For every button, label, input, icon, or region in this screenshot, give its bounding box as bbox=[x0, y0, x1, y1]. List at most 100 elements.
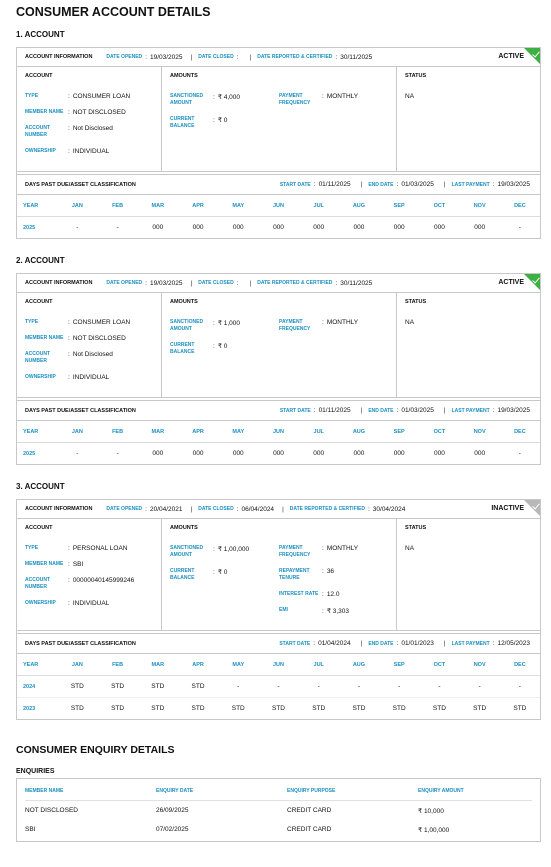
month-header: YEAR JAN FEB MAR APR MAY JUN JUL AUG SEP OCT NOV DEC bbox=[17, 195, 540, 217]
field-label: OWNERSHIP bbox=[25, 374, 56, 380]
dpd-cell: 000 bbox=[152, 450, 164, 457]
month-label: MAR bbox=[151, 428, 165, 435]
header-cell: ENQUIRY DATE bbox=[156, 787, 194, 794]
account-column: ACCOUNT TYPE CONSUMER LOAN MEMBER NAMENOT D… bbox=[17, 293, 162, 397]
dpd-item: END DATE01/03/2025 bbox=[361, 181, 434, 188]
info-row: ACCOUNT INFORMATION DATE OPENED20/04/2021… bbox=[17, 500, 540, 519]
field-value: MONTHLY bbox=[319, 319, 388, 326]
field-value: CONSUMER LOAN bbox=[65, 93, 153, 100]
amounts: SANCTIONED AMOUNT ₹ 1,000 CURRENT BALANCE ₹… bbox=[170, 319, 388, 365]
info-value: 06/04/2024 bbox=[234, 506, 275, 513]
field: EMI ₹ 3,303 bbox=[279, 607, 388, 615]
field-label: SANCTIONED AMOUNT bbox=[170, 93, 204, 106]
field-label: ACCOUNT NUMBER bbox=[25, 125, 50, 138]
field: PAYMENT FREQUENCY MONTHLY bbox=[279, 545, 388, 559]
field: SANCTIONED AMOUNT ₹ 4,000 bbox=[170, 93, 279, 107]
dpd-value: 12/05/2023 bbox=[490, 640, 530, 647]
info-label: DATE OPENED bbox=[106, 506, 143, 512]
info-label: DATE OPENED bbox=[106, 54, 143, 60]
dpd-item: LAST PAYMENT19/03/2025 bbox=[444, 407, 530, 414]
dpd-item: START DATE01/04/2024 bbox=[279, 640, 350, 647]
field-label: PAYMENT FREQUENCY bbox=[279, 319, 311, 332]
dpd-label: LAST PAYMENT bbox=[451, 640, 490, 647]
field: CURRENT BALANCE ₹ 0 bbox=[170, 342, 279, 356]
field: ACCOUNT NUMBER Not Disclosed bbox=[25, 351, 153, 365]
field-label: INTEREST RATE bbox=[279, 591, 319, 597]
column-title: ACCOUNT bbox=[25, 73, 53, 79]
dpd-cell: 000 bbox=[232, 450, 244, 457]
enquiry-cell: ₹ 1,00,000 bbox=[418, 826, 450, 834]
field-value: MONTHLY bbox=[319, 545, 388, 552]
badge-corner bbox=[524, 274, 540, 290]
enquiry-cell: 07/02/2025 bbox=[156, 826, 189, 833]
field: INTEREST RATE12.0 bbox=[279, 591, 388, 598]
dpd-label: START DATE bbox=[279, 407, 311, 414]
column-title: STATUS bbox=[405, 73, 427, 79]
dpd-cell: - bbox=[438, 683, 441, 690]
month-label: JUL bbox=[313, 428, 324, 435]
field: SANCTIONED AMOUNT ₹ 1,00,000 bbox=[170, 545, 279, 559]
info-row: ACCOUNT INFORMATION DATE OPENED19/03/2025… bbox=[17, 274, 540, 293]
dpd-label: END DATE bbox=[368, 407, 394, 414]
month-label: JUN bbox=[272, 428, 284, 435]
field-label: MEMBER NAME bbox=[25, 335, 64, 341]
account-body: ACCOUNT TYPE PERSONAL LOAN MEMBER NAMESBI AC… bbox=[17, 519, 540, 631]
field-value: Not Disclosed bbox=[65, 351, 153, 358]
field-value: ₹ 4,000 bbox=[210, 93, 279, 101]
month-label: AUG bbox=[352, 202, 366, 209]
enquiry-row: SBI 07/02/2025 CREDIT CARD ₹ 1,00,000 bbox=[25, 820, 532, 839]
info-item: DATE CLOSED bbox=[191, 54, 242, 61]
column-title: AMOUNTS bbox=[170, 525, 198, 531]
column-title: AMOUNTS bbox=[170, 299, 198, 305]
dpd-title: DAYS PAST DUE/ASSET CLASSIFICATION bbox=[25, 181, 136, 188]
field-label: CURRENT BALANCE bbox=[170, 342, 195, 355]
info-label: DATE REPORTED & CERTIFIED bbox=[257, 280, 333, 286]
dpd-row: DAYS PAST DUE/ASSET CLASSIFICATION START … bbox=[17, 400, 540, 421]
enquiry-subtitle: ENQUIRIES bbox=[16, 768, 55, 775]
field: OWNERSHIP INDIVIDUAL bbox=[25, 148, 153, 155]
page-title: CONSUMER ACCOUNT DETAILS bbox=[16, 5, 211, 19]
dpd-cell: STD bbox=[151, 705, 165, 712]
dpd-cell: STD bbox=[231, 705, 245, 712]
field: ACCOUNT NUMBER Not Disclosed bbox=[25, 125, 153, 139]
status-badge: INACTIVE bbox=[491, 505, 524, 512]
amounts-sub: SANCTIONED AMOUNT ₹ 1,00,000 CURRENT BALAN… bbox=[170, 545, 279, 624]
dpd-cell: - bbox=[76, 224, 79, 231]
field-value: INDIVIDUAL bbox=[65, 600, 153, 607]
dpd-cell: STD bbox=[191, 705, 205, 712]
dpd-cell: 000 bbox=[474, 450, 486, 457]
month-label: OCT bbox=[433, 202, 446, 209]
dpd-cell: - bbox=[116, 224, 119, 231]
dpd-cell: - bbox=[518, 450, 521, 457]
month-label: YEAR bbox=[23, 428, 39, 435]
month-label: NOV bbox=[473, 202, 486, 209]
dpd-cell: 000 bbox=[192, 224, 204, 231]
amounts-sub: PAYMENT FREQUENCY MONTHLY bbox=[279, 319, 388, 365]
info-value: 30/11/2025 bbox=[332, 54, 372, 61]
dpd-cell: STD bbox=[151, 683, 165, 690]
enquiry-cell: SBI bbox=[25, 826, 36, 833]
month-label: MAR bbox=[151, 661, 165, 668]
field-label: MEMBER NAME bbox=[25, 561, 64, 567]
info-item: DATE REPORTED & CERTIFIED30/11/2025 bbox=[250, 280, 372, 287]
dpd-label: LAST PAYMENT bbox=[451, 407, 490, 414]
account-section: 3. ACCOUNT ACCOUNT INFORMATION DATE OPENED… bbox=[16, 482, 541, 720]
field: ACCOUNT NUMBER 00000040145999246 bbox=[25, 577, 153, 591]
field: SANCTIONED AMOUNT ₹ 1,000 bbox=[170, 319, 279, 333]
field: PAYMENT FREQUENCY MONTHLY bbox=[279, 93, 388, 107]
dpd-label: END DATE bbox=[368, 640, 394, 647]
field-value: INDIVIDUAL bbox=[65, 374, 153, 381]
field-value: INDIVIDUAL bbox=[65, 148, 153, 155]
dpd-cell: STD bbox=[111, 705, 125, 712]
info-label: DATE CLOSED bbox=[198, 506, 234, 512]
dpd-label: LAST PAYMENT bbox=[451, 181, 490, 188]
dpd-cell: - bbox=[518, 224, 521, 231]
amounts: SANCTIONED AMOUNT ₹ 1,00,000 CURRENT BALAN… bbox=[170, 545, 388, 624]
field: CURRENT BALANCE ₹ 0 bbox=[170, 116, 279, 130]
field-value: ₹ 1,00,000 bbox=[210, 545, 279, 553]
field: MEMBER NAMESBI bbox=[25, 561, 153, 568]
badge-corner bbox=[524, 48, 540, 64]
amounts-sub: SANCTIONED AMOUNT ₹ 4,000 CURRENT BALANCE ₹… bbox=[170, 93, 279, 139]
info-item: DATE REPORTED & CERTIFIED30/04/2024 bbox=[282, 506, 406, 513]
